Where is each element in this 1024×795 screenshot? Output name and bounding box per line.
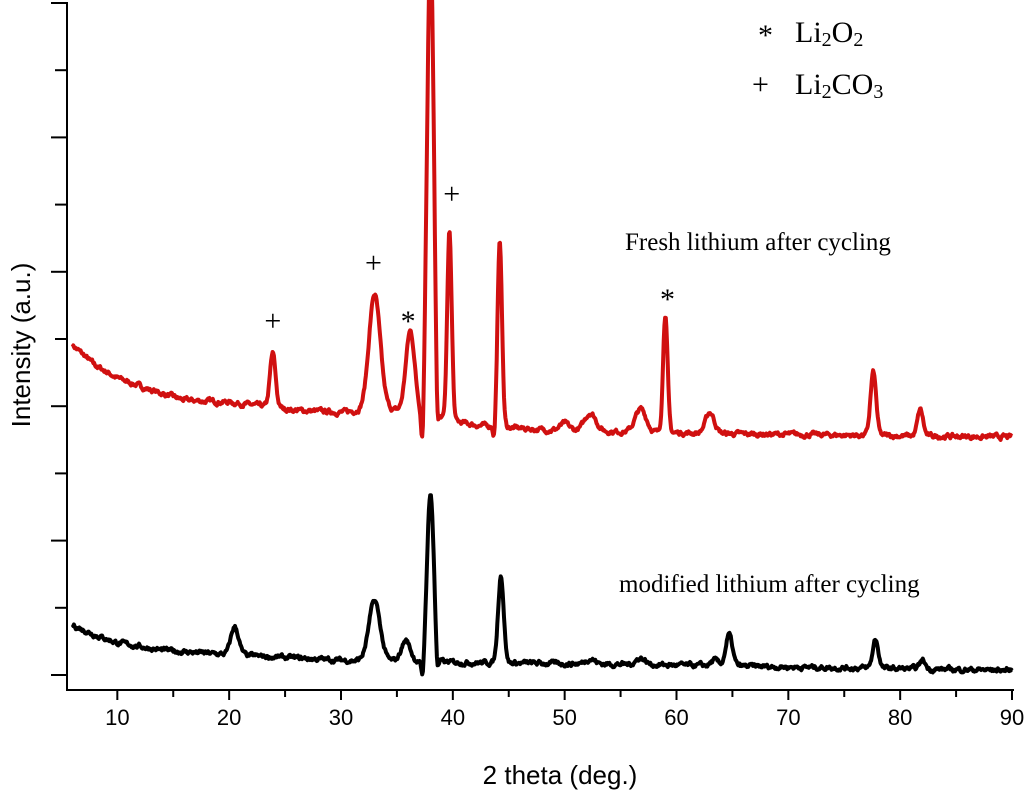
legend: * Li2O2 + Li2CO3 — [752, 16, 883, 103]
peak-annotations: + + * + * — [264, 177, 675, 338]
x-tick-label: 80 — [888, 705, 912, 730]
x-tick-label: 20 — [217, 705, 241, 730]
plot-curves — [70, 0, 1014, 677]
x-tick-label: 60 — [664, 705, 688, 730]
x-tick-label: 40 — [441, 705, 465, 730]
x-tick-label: 10 — [105, 705, 129, 730]
x-axis-title: 2 theta (deg.) — [483, 760, 638, 790]
li2o2-marker: * — [401, 305, 416, 338]
y-ticks — [51, 2, 67, 676]
legend-symbol: * — [758, 19, 773, 52]
legend-entry-li2o2: * Li2O2 — [758, 16, 863, 52]
y-axis-title: Intensity (a.u.) — [6, 263, 36, 428]
legend-symbol: + — [752, 68, 769, 101]
legend-entry-li2co3: + Li2CO3 — [752, 68, 883, 103]
x-ticks: 10 20 30 40 50 60 70 80 90 — [105, 690, 1024, 730]
fresh-lithium-curve — [70, 0, 1014, 442]
series-label-modified: modified lithium after cycling — [619, 571, 920, 598]
li2co3-marker: + — [264, 304, 281, 337]
x-tick-label: 50 — [552, 705, 576, 730]
li2o2-marker: * — [660, 283, 675, 316]
legend-label: Li2CO3 — [795, 68, 883, 103]
legend-label: Li2O2 — [795, 16, 863, 51]
li2co3-marker: + — [365, 246, 382, 279]
x-tick-label: 70 — [776, 705, 800, 730]
modified-lithium-curve — [70, 493, 1014, 677]
li2co3-marker: + — [443, 177, 460, 210]
x-tick-label: 30 — [329, 705, 353, 730]
series-label-fresh: Fresh lithium after cycling — [625, 229, 891, 256]
x-tick-label: 90 — [1000, 705, 1024, 730]
